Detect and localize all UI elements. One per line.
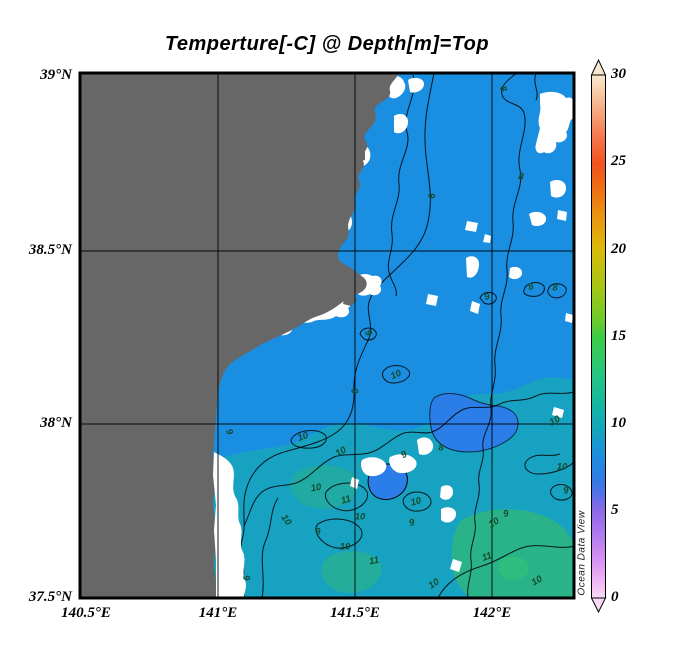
cbtick-label: 0 [611, 589, 619, 605]
contour-label: 8 [526, 281, 536, 294]
cbtick-label: 15 [611, 328, 626, 344]
sea-green-blob [451, 509, 574, 598]
islets [314, 150, 365, 310]
no-data-patch [466, 256, 479, 278]
no-data-patch [529, 211, 547, 227]
xtick-label: 140.5°E [61, 605, 111, 621]
contour-line [261, 497, 279, 599]
contour-label: 9 [240, 574, 252, 583]
plot-title: Temperture[-C] @ Depth[m]=Top [164, 33, 490, 55]
contour-label: 9 [348, 387, 360, 395]
no-data-patch [550, 180, 566, 198]
contour-line [490, 72, 526, 409]
contour-line [437, 545, 575, 599]
xtick-label: 141°E [198, 605, 238, 621]
no-data-coastal-strip [213, 452, 246, 598]
islet [343, 294, 357, 306]
no-data-patch [552, 407, 564, 418]
no-data-patch [483, 234, 491, 243]
contour-label: 9 [425, 192, 437, 201]
ytick-label: 38°N [40, 415, 72, 431]
no-data-patch [557, 210, 567, 221]
xtick-label: 142°E [472, 605, 512, 621]
no-data-patch [408, 77, 424, 93]
contour-line [240, 72, 435, 599]
contour-label: 10 [409, 495, 423, 509]
no-data-patch [440, 485, 454, 500]
no-data-patch [426, 294, 438, 306]
islet [354, 150, 365, 162]
sea-cold-pocket [429, 393, 519, 453]
colorbar-top-arrow [590, 58, 607, 76]
ytick-label: 37.5°N [28, 589, 72, 605]
no-data-patch [465, 221, 478, 232]
xtick-label: 141.5°E [330, 605, 380, 621]
contour-line [479, 291, 497, 305]
contour-label: 10 [296, 430, 310, 444]
contour-line [524, 453, 575, 475]
contour-label: 9 [314, 526, 322, 538]
ytick-label: 38.5°N [28, 242, 72, 258]
contour-label: 9 [562, 485, 570, 497]
no-data-patch [360, 457, 387, 477]
contour-line [359, 327, 377, 341]
colorbar-gradient [591, 74, 606, 599]
cbtick-label: 10 [611, 415, 626, 431]
land-mass [80, 73, 399, 598]
no-data-patch [394, 114, 408, 134]
contour-line [534, 72, 538, 101]
contour-label: 8 [552, 283, 558, 294]
contour-label: 11 [480, 550, 493, 564]
contour-line [402, 491, 432, 512]
islet [314, 294, 334, 310]
contour-label: 9 [399, 449, 410, 462]
no-data-patch [509, 266, 523, 280]
no-data-patch [470, 301, 480, 314]
contour-label: 9 [483, 291, 492, 303]
contour-line [243, 391, 575, 527]
contour-label: 8 [438, 443, 444, 454]
contour-label: 10 [557, 462, 568, 473]
ytick-label: 39°N [40, 67, 72, 83]
plot-frame [78, 71, 576, 600]
colorbar-bottom-arrow [590, 597, 607, 614]
sea-green-blob [498, 556, 530, 580]
no-data-patch [389, 454, 417, 474]
contour-label: 10 [355, 512, 366, 523]
contour-label: 9 [223, 427, 236, 437]
contour-line [467, 407, 492, 599]
cbtick-label: 30 [611, 66, 626, 82]
odv-watermark: Ocean Data View [576, 510, 588, 596]
contour-line [382, 365, 411, 384]
contour-line [550, 484, 573, 501]
no-data-patch [535, 91, 574, 154]
contour-label: 11 [340, 493, 352, 506]
cbtick-label: 20 [611, 241, 626, 257]
contour-label: 9 [408, 517, 417, 529]
contour-line [324, 482, 368, 512]
contour-line [290, 430, 327, 449]
contour-label: 10 [389, 367, 404, 382]
cbtick-label: 5 [611, 502, 619, 518]
sea-green-blob [321, 551, 382, 593]
contour-label: 9 [362, 328, 375, 339]
contour-label: 9 [502, 508, 511, 520]
colorbar [590, 58, 607, 614]
contour-line [315, 518, 363, 549]
no-data-patch [417, 437, 434, 455]
contour-label: 8 [518, 171, 525, 182]
no-data-patch [450, 559, 462, 572]
cbtick-label: 25 [611, 153, 626, 169]
contour-label: 8 [497, 85, 509, 94]
contour-line [547, 283, 567, 299]
contour-line [523, 282, 545, 297]
contour-label: 10 [310, 482, 323, 495]
grid-lines [80, 73, 574, 598]
contour-label: 10 [340, 542, 351, 553]
contour-label: 11 [368, 555, 380, 568]
no-data-patch [565, 313, 573, 323]
no-data-patch [441, 507, 457, 523]
